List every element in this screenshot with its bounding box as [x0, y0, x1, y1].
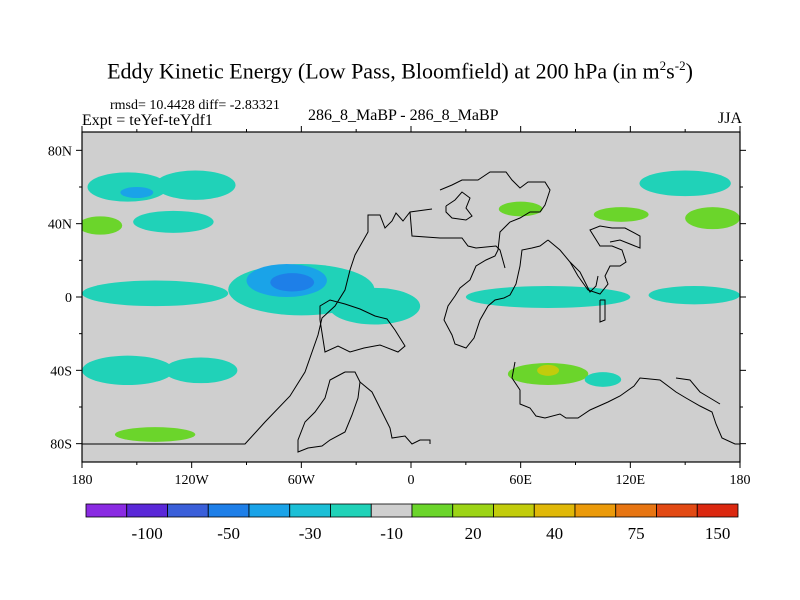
title-main: Eddy Kinetic Energy (Low Pass, Bloomfiel… — [107, 58, 660, 84]
title-exponent-2: -2 — [674, 58, 686, 73]
colorbar-swatch — [126, 503, 168, 518]
colorbar-label: 150 — [705, 524, 731, 543]
anomaly-eurasia-positive-east — [593, 207, 649, 222]
coastline-south-america-south — [297, 371, 361, 453]
coastline-east-asia-islands — [675, 377, 721, 405]
x-tick-label: 120E — [616, 473, 646, 488]
colorbar-swatch — [370, 503, 413, 518]
anomaly-eurasia-positive-west — [498, 201, 543, 217]
colorbar-label: -30 — [299, 524, 322, 543]
anomaly-tropical-atlantic-band — [328, 287, 421, 325]
title-unit-s: s — [666, 58, 675, 84]
anomaly-southern-subtropics-west — [82, 355, 174, 386]
coastline-antarctic-peninsula — [359, 381, 431, 445]
y-tick-label: 40N — [48, 218, 72, 233]
colorbar-label: -100 — [132, 524, 163, 543]
coastline-north-america-arctic — [409, 211, 506, 269]
x-tick-label: 60E — [509, 473, 532, 488]
rmsd-diff-label: rmsd= 10.4428 diff= -2.83321 — [110, 98, 280, 113]
anomaly-north-pacific-40n-negative — [133, 210, 214, 233]
anomaly-southern-subtropics-mid — [164, 357, 238, 384]
anomaly-tropical-core-inner — [270, 273, 315, 292]
axes: 180 120W 60W 0 60E 120E 180 80N 40N 0 40S 80S — [48, 126, 751, 488]
coastline-asia — [547, 225, 641, 295]
anomaly-north-pacific-band-east — [155, 170, 236, 200]
colorbar-swatch — [411, 503, 454, 518]
comparison-label: 286_8_MaBP - 286_8_MaBP — [308, 107, 499, 124]
colorbar-swatch — [289, 503, 331, 518]
colorbar-label: -10 — [380, 524, 403, 543]
coastline-south-america — [319, 299, 406, 353]
colorbar-swatch — [656, 503, 698, 518]
colorbar-label: 40 — [546, 524, 563, 543]
x-tick-label: 0 — [408, 473, 415, 488]
coastline-north-america — [82, 208, 433, 445]
anomaly-southern-high-latitude-positive — [114, 427, 196, 442]
anomaly-south-indian-core — [537, 364, 560, 376]
coastline-scandinavia — [445, 191, 473, 221]
colorbar-label: -50 — [217, 524, 240, 543]
x-tick-label: 120W — [175, 473, 210, 488]
colorbar-swatch — [493, 503, 535, 518]
anomaly-tropical-indian-band — [465, 286, 631, 308]
colorbar-swatch — [248, 503, 291, 518]
y-tick-label: 40S — [50, 364, 72, 379]
colorbar-swatch — [696, 503, 739, 518]
coastlines — [82, 171, 740, 453]
colorbar-swatch — [207, 503, 250, 518]
anomaly-north-pacific-40n-positive — [82, 216, 123, 235]
y-tick-label: 80N — [48, 144, 72, 159]
coastline-australia — [511, 361, 740, 445]
coastline-india-peninsula — [569, 261, 599, 293]
colorbar-swatch — [574, 503, 617, 518]
colorbar-swatch — [85, 503, 128, 518]
colorbar-swatch — [330, 503, 372, 518]
y-tick-label: 80S — [50, 438, 72, 453]
x-tick-label: 60W — [288, 473, 316, 488]
experiment-label: Expt = teYef-teYdf1 — [82, 112, 213, 129]
anomaly-tropical-pacific-east-band — [648, 286, 740, 305]
x-tick-label: 180 — [730, 473, 751, 488]
title-exponent-1: 2 — [659, 58, 667, 73]
y-tick-label: 0 — [65, 291, 72, 306]
colorbar-swatch — [452, 503, 494, 518]
coastline-europe-africa — [439, 171, 551, 349]
colorbar: -100 -50 -30 -10 20 40 75 150 — [85, 503, 739, 543]
title-close: ) — [685, 58, 693, 84]
x-tick-label: 180 — [72, 473, 93, 488]
colorbar-swatch — [167, 503, 209, 518]
colorbar-swatch — [533, 503, 576, 518]
colorbar-label: 75 — [628, 524, 645, 543]
coastline-indochina — [599, 299, 606, 323]
season-label: JJA — [717, 110, 742, 127]
anomaly-north-asia-negative — [639, 170, 731, 197]
anomaly-field — [82, 170, 740, 442]
colorbar-label: 20 — [465, 524, 482, 543]
colorbar-swatch — [615, 503, 657, 518]
anomaly-tropical-band-west — [82, 280, 229, 307]
anomaly-northeast-pacific-positive — [685, 207, 740, 230]
anomaly-south-indian-negative — [584, 372, 622, 387]
anomaly-north-pacific-core — [120, 187, 154, 198]
chart-title: Eddy Kinetic Energy (Low Pass, Bloomfiel… — [0, 58, 800, 84]
